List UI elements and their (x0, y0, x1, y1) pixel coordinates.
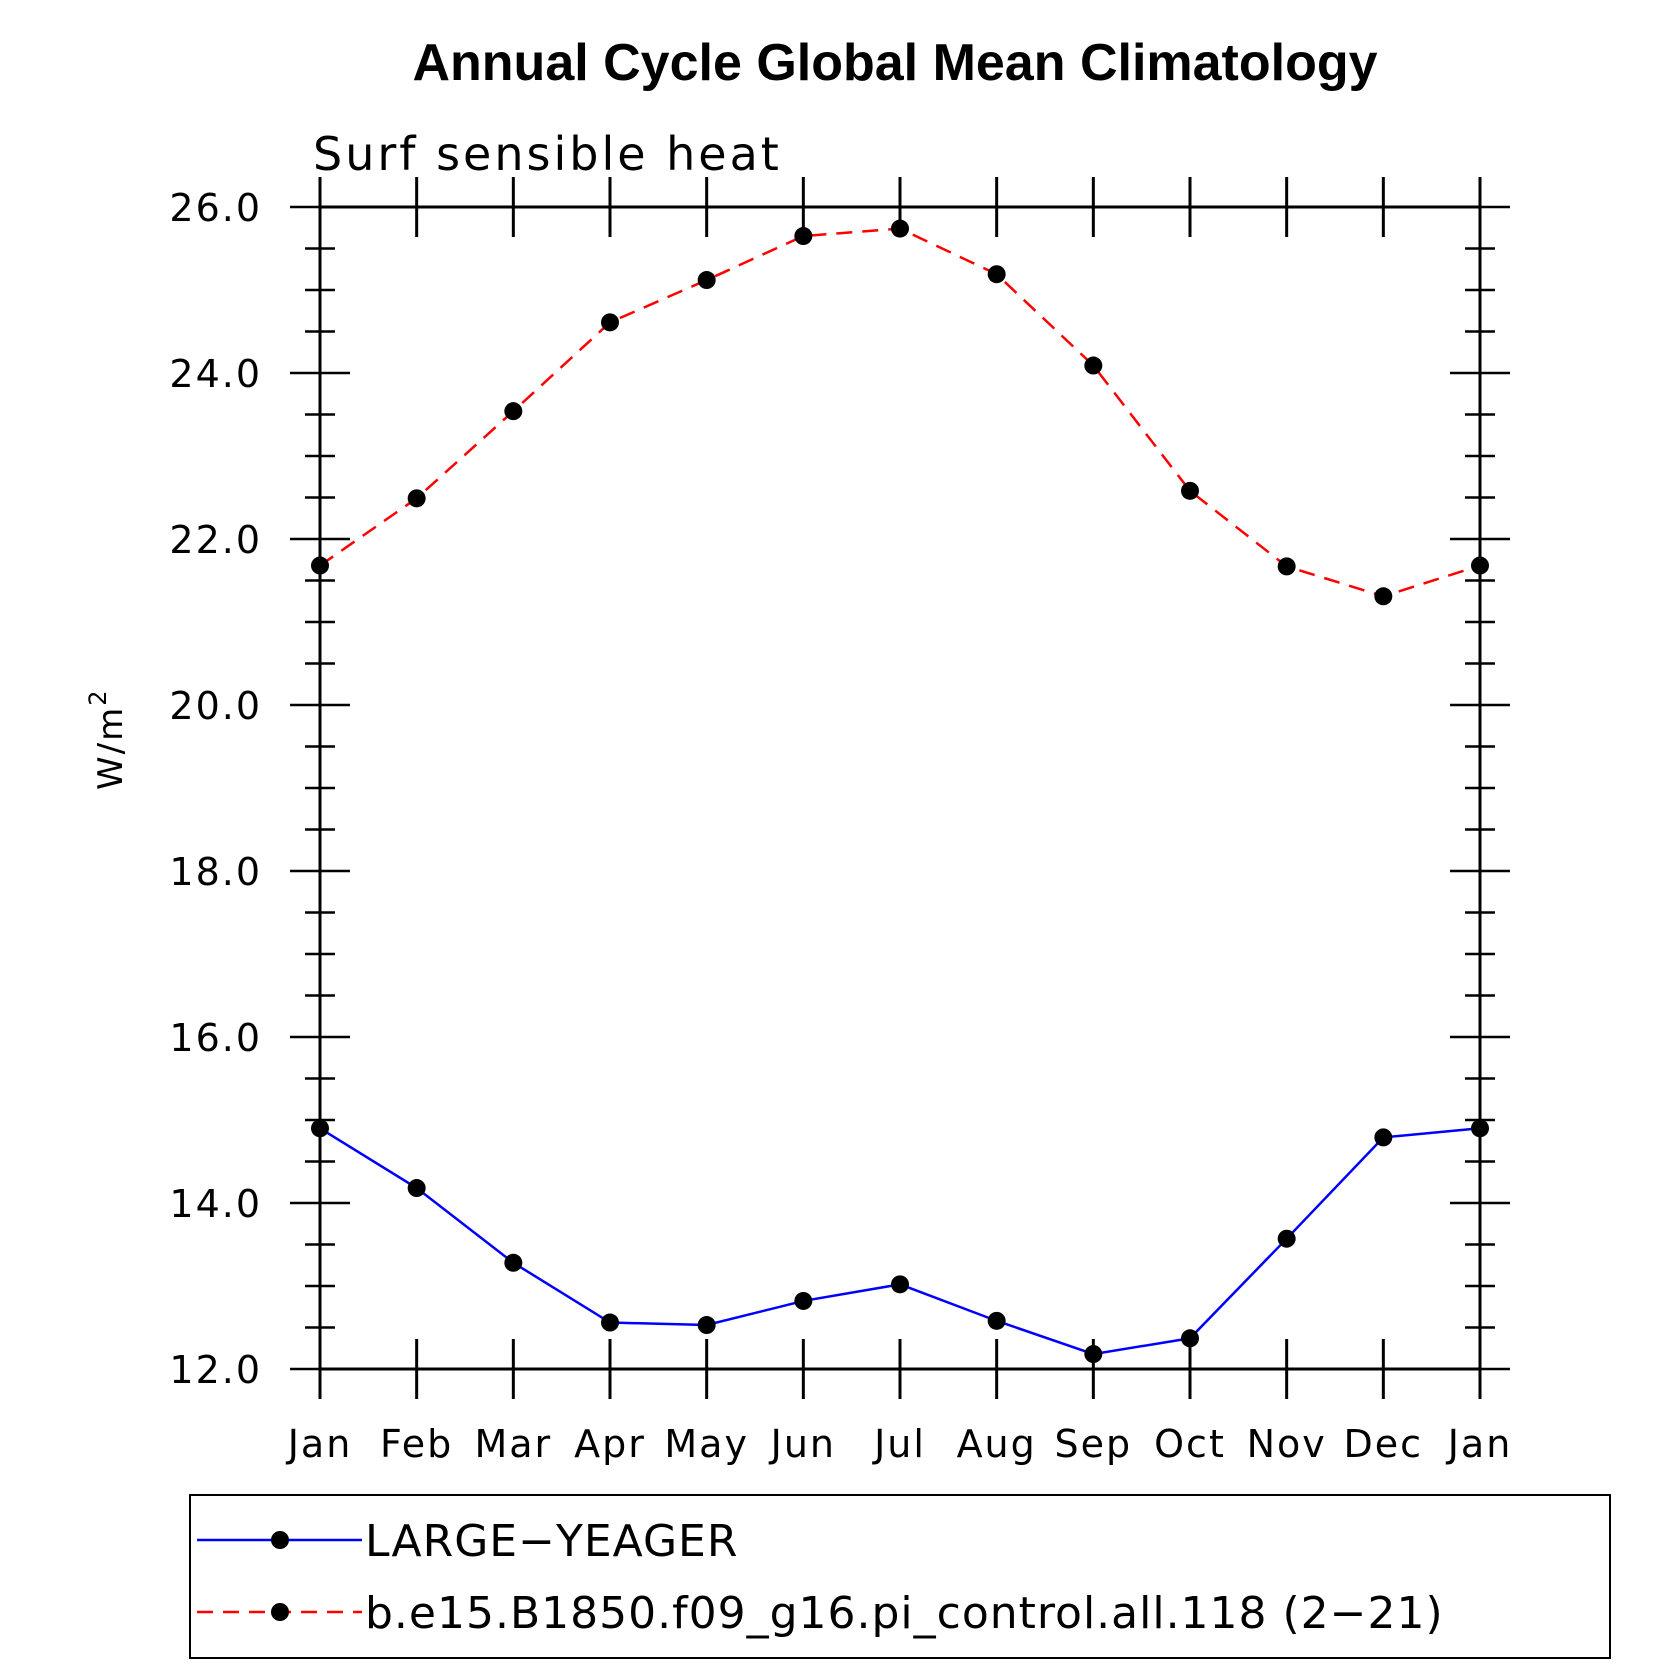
data-point (601, 313, 619, 332)
x-tick-label: May (664, 1422, 749, 1466)
x-tick-label: Nov (1247, 1422, 1327, 1466)
legend-marker (271, 1531, 289, 1549)
chart-title: Annual Cycle Global Mean Climatology (412, 34, 1377, 92)
data-point (601, 1313, 619, 1332)
y-axis-label-superscript: 2 (84, 689, 112, 706)
data-point (1277, 1229, 1296, 1248)
y-tick-label: 18.0 (169, 850, 262, 894)
x-tick-label: Jan (1446, 1422, 1513, 1466)
x-tick-label: Aug (957, 1422, 1037, 1466)
data-point (1084, 356, 1103, 375)
data-point (1374, 587, 1393, 606)
data-point (697, 1316, 716, 1335)
data-point (504, 402, 523, 421)
data-point (1471, 1119, 1489, 1138)
legend: LARGE−YEAGER b.e15.B1850.f09_g16.pi_contr… (197, 1516, 1444, 1639)
x-tick-label: Jun (769, 1422, 836, 1466)
data-point (311, 1119, 329, 1138)
legend-marker (271, 1603, 289, 1621)
y-tick-label: 12.0 (169, 1348, 262, 1392)
data-point (1471, 556, 1489, 575)
y-tick-label: 22.0 (169, 518, 262, 562)
x-tick-label: Dec (1344, 1422, 1424, 1466)
plot-axes: Jan Feb Mar Apr May Jun Jul Aug Sep Oct Nov Dec Jan 1… (169, 177, 1513, 1466)
y-tick-label: 14.0 (169, 1182, 262, 1226)
x-tick-label: Mar (474, 1422, 552, 1466)
x-tick-label: Feb (380, 1422, 453, 1466)
x-tick-label: Jul (872, 1422, 926, 1466)
y-tick-label: 16.0 (169, 1016, 262, 1060)
series-line-0 (319, 1127, 1481, 1356)
data-point (987, 1311, 1006, 1330)
x-tick-label: Oct (1154, 1422, 1226, 1466)
data-point (1277, 557, 1296, 576)
y-tick-label: 24.0 (169, 352, 262, 396)
data-point (794, 227, 813, 246)
legend-label: b.e15.B1850.f09_g16.pi_control.all.118 (… (365, 1588, 1444, 1639)
data-point (407, 489, 426, 508)
data-point (1181, 481, 1199, 500)
y-tick-label: 26.0 (169, 186, 262, 230)
data-point (1084, 1345, 1103, 1364)
x-tick-label: Sep (1055, 1422, 1133, 1466)
series-layer (311, 219, 1489, 1364)
y-axis-label: W/m2 (84, 689, 131, 790)
data-point (311, 556, 329, 575)
data-point (697, 271, 716, 290)
data-point (987, 265, 1006, 284)
series-line-1 (319, 227, 1481, 598)
legend-label: LARGE−YEAGER (365, 1516, 738, 1567)
y-tick-label: 20.0 (169, 684, 262, 728)
data-point (504, 1253, 523, 1272)
legend-box (189, 1494, 1611, 1659)
plot-frame (318, 205, 1482, 1371)
data-point (891, 219, 909, 238)
chart-subtitle: Surf sensible heat (313, 127, 782, 181)
y-axis-label-text: W/m (91, 706, 131, 790)
data-point (891, 1275, 909, 1294)
svg-text:W/m2: W/m2 (84, 689, 131, 790)
data-point (407, 1179, 426, 1198)
x-tick-label: Apr (574, 1422, 646, 1466)
x-tick-label: Jan (286, 1422, 353, 1466)
data-point (794, 1291, 813, 1310)
data-point (1181, 1329, 1199, 1348)
data-point (1374, 1128, 1393, 1147)
